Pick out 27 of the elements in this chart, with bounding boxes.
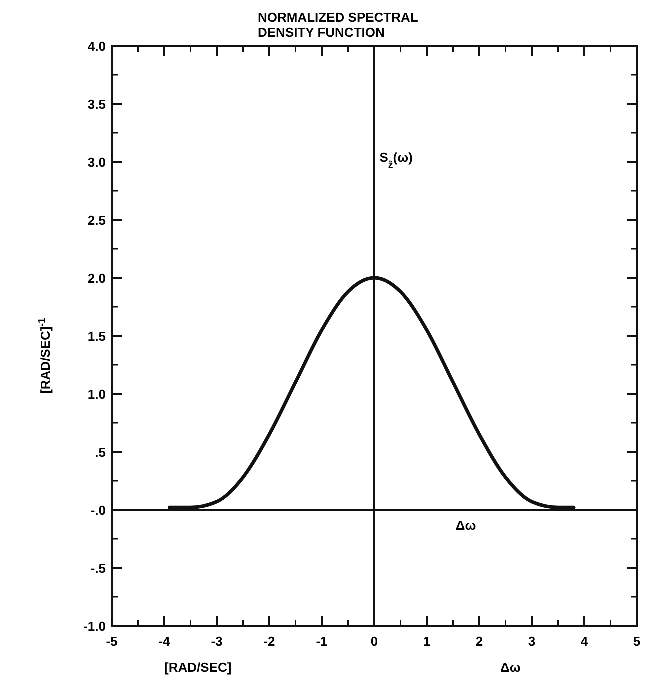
y-tick-label: 1.5 xyxy=(88,329,106,344)
x-tick-label: -5 xyxy=(106,634,118,649)
chart-title: NORMALIZED SPECTRAL DENSITY FUNCTION xyxy=(258,10,418,40)
y-tick-label: -1.0 xyxy=(84,619,106,634)
x-axis-title: [RAD/SEC] xyxy=(164,660,232,675)
x-tick-label: 2 xyxy=(476,634,484,649)
x-tick-label: -4 xyxy=(158,634,172,649)
x-tick-label: -1 xyxy=(316,634,328,649)
x-tick-label: -2 xyxy=(264,634,276,649)
y-tick-label: 4.0 xyxy=(88,39,106,54)
y-tick-label: -.0 xyxy=(90,503,106,518)
y-tick-label: 3.0 xyxy=(88,155,106,170)
x-tick-label: -3 xyxy=(211,634,223,649)
y-tick-label: 2.5 xyxy=(88,213,106,228)
x-tick-label: 3 xyxy=(528,634,536,649)
annotation: S$_{z̃}$(ω) xyxy=(380,150,413,170)
y-tick-label: 1.0 xyxy=(88,387,106,402)
x-tick-label: 1 xyxy=(423,634,431,649)
text: Δω xyxy=(500,660,521,675)
ref-line-label: Δω xyxy=(456,518,476,533)
y-tick-label: .5 xyxy=(95,445,106,460)
x-tick-label: 5 xyxy=(633,634,641,649)
x-tick-label: 0 xyxy=(370,634,378,649)
y-tick-label: -.5 xyxy=(90,561,106,576)
y-tick-label: 2.0 xyxy=(88,271,106,286)
y-tick-label: 3.5 xyxy=(88,97,106,112)
x-tick-label: 4 xyxy=(580,634,589,649)
